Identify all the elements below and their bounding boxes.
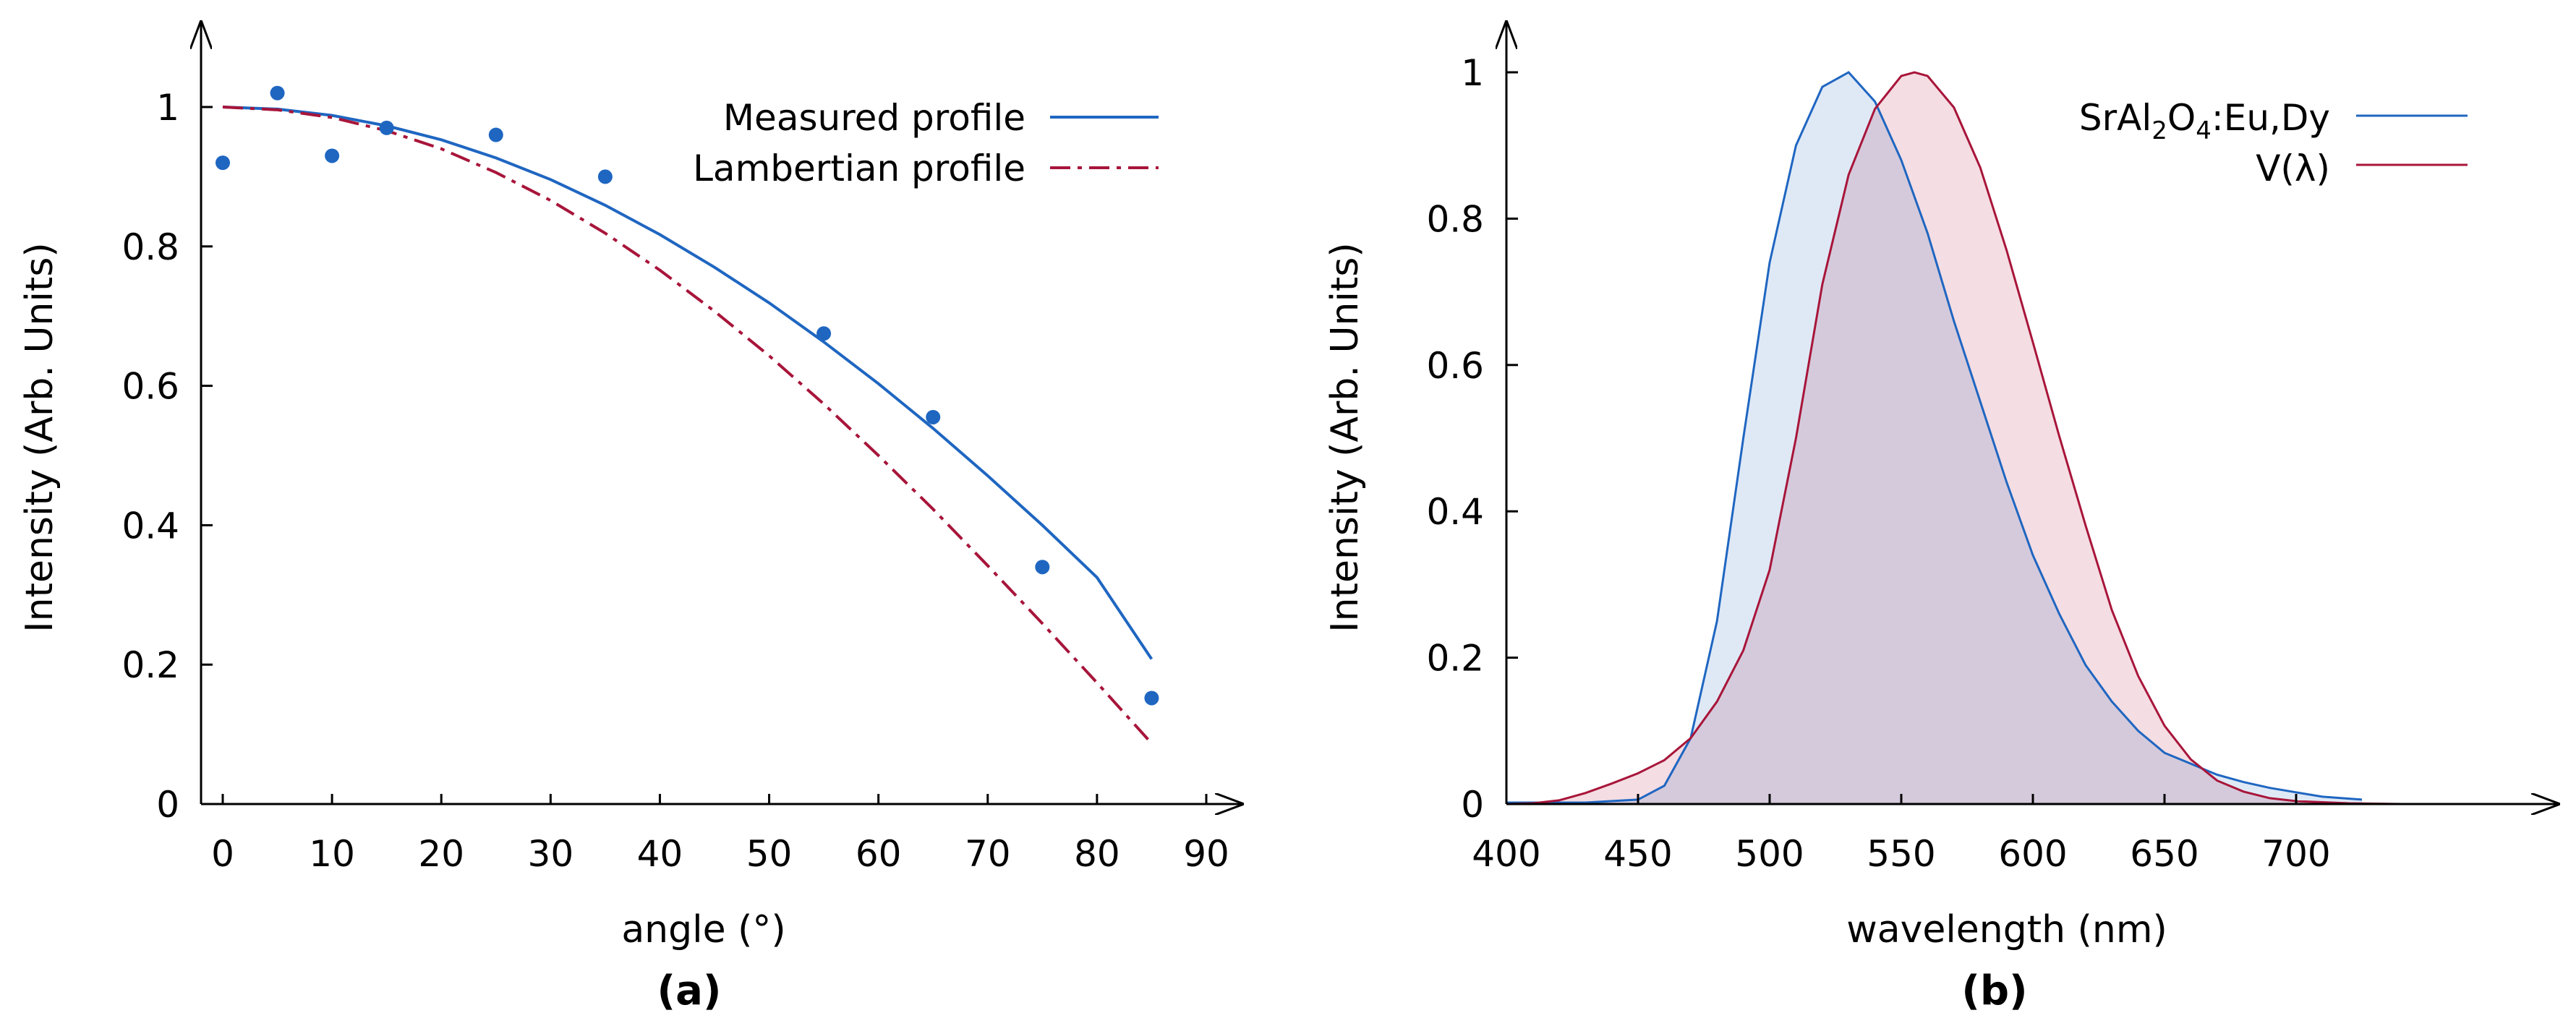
panel-b-y-axis-label: Intensity (Arb. Units) [1323,242,1367,632]
panel-b-legend-label-sral2o4: SrAl2O4:Eu,Dy [2079,97,2330,145]
panel-a-y-tick-label: 0.8 [121,226,179,268]
panel-b-label: (b) [1961,967,2027,1014]
panel-a-x-tick-label: 60 [856,833,902,875]
panel-b-series-v-lambda-fill [1506,72,2402,804]
panel-a-data-point [270,85,285,101]
panel-a-data-point [379,120,394,135]
panel-b-y-tick-label: 0.2 [1426,638,1484,680]
panel-b-x-tick-label: 600 [1998,833,2067,875]
panel-b-y-tick-label: 0.8 [1426,198,1484,240]
panel-a-y-tick-label: 0.4 [121,505,179,547]
panel-b-legend: SrAl2O4:Eu,Dy V(λ) [2079,97,2468,189]
panel-b-legend-label-v-lambda: V(λ) [2256,148,2330,189]
panel-a-data-point [926,409,941,424]
panel-a-x-tick-label: 90 [1183,833,1229,875]
panel-a-y-tick-label: 1 [156,87,179,129]
panel-b-y-tick-label: 0 [1461,784,1484,826]
panel-a-series-measured [222,106,1153,660]
panel-b-y-tick-label: 0.4 [1426,491,1484,533]
panel-a-x-tick-label: 50 [746,833,793,875]
panel-b-x-tick-label: 700 [2261,833,2330,875]
panel-a-data-point [1144,691,1159,706]
panel-a-data-point [325,148,340,163]
panel-a-legend: Measured profile Lambertian profile [693,97,1159,189]
panel-b-x-tick-label: 650 [2130,833,2198,875]
panel-a-data-point [1035,560,1050,575]
panel-a-data-point [816,326,832,341]
panel-b-x-tick-label: 550 [1867,833,1935,875]
panel-a-x-tick-label: 40 [637,833,683,875]
panel-a-chart: 0 10 20 30 40 50 60 70 80 90 0 0.2 0.4 0.6 0.8 1 angle … [18,20,1244,1014]
panel-a-series-lambertian [222,106,1153,745]
panel-a-x-tick-label: 10 [309,833,355,875]
panel-a-y-axis-label: Intensity (Arb. Units) [18,242,61,632]
panel-a-data-point [597,169,613,184]
panel-a-y-tick-label: 0.6 [121,366,179,408]
panel-a-x-tick-label: 70 [965,833,1011,875]
panel-a-x-tick-label: 80 [1074,833,1120,875]
panel-a-legend-label-measured: Measured profile [723,97,1025,139]
panel-a-x-axis-label: angle (°) [621,908,785,952]
panel-a-data-point [216,155,230,171]
panel-b-x-tick-label: 400 [1472,833,1540,875]
panel-a-x-tick-label: 20 [418,833,464,875]
panel-b-y-tick-label: 1 [1461,52,1484,94]
panel-a-data-point [488,127,503,142]
panel-a-y-tick-label: 0.2 [121,644,179,686]
panel-b-chart: 400 450 500 550 600 650 700 0 0.2 0.4 0.6 0.8 1 wave… [1323,20,2560,1014]
panel-a-x-tick-label: 0 [211,833,234,875]
panel-a-legend-label-lambertian: Lambertian profile [693,148,1025,189]
panel-b-y-tick-label: 0.6 [1426,345,1484,387]
panel-b-x-tick-label: 500 [1735,833,1804,875]
panel-a-y-tick-label: 0 [156,784,179,826]
panel-b-x-axis-label: wavelength (nm) [1846,908,2167,952]
panel-a-x-tick-label: 30 [528,833,574,875]
panel-b-series-sral2o4-line [1506,71,2363,804]
panel-b-x-tick-label: 450 [1603,833,1672,875]
panel-b-series-v-lambda-line [1506,71,2402,805]
panel-a-label: (a) [657,967,722,1014]
